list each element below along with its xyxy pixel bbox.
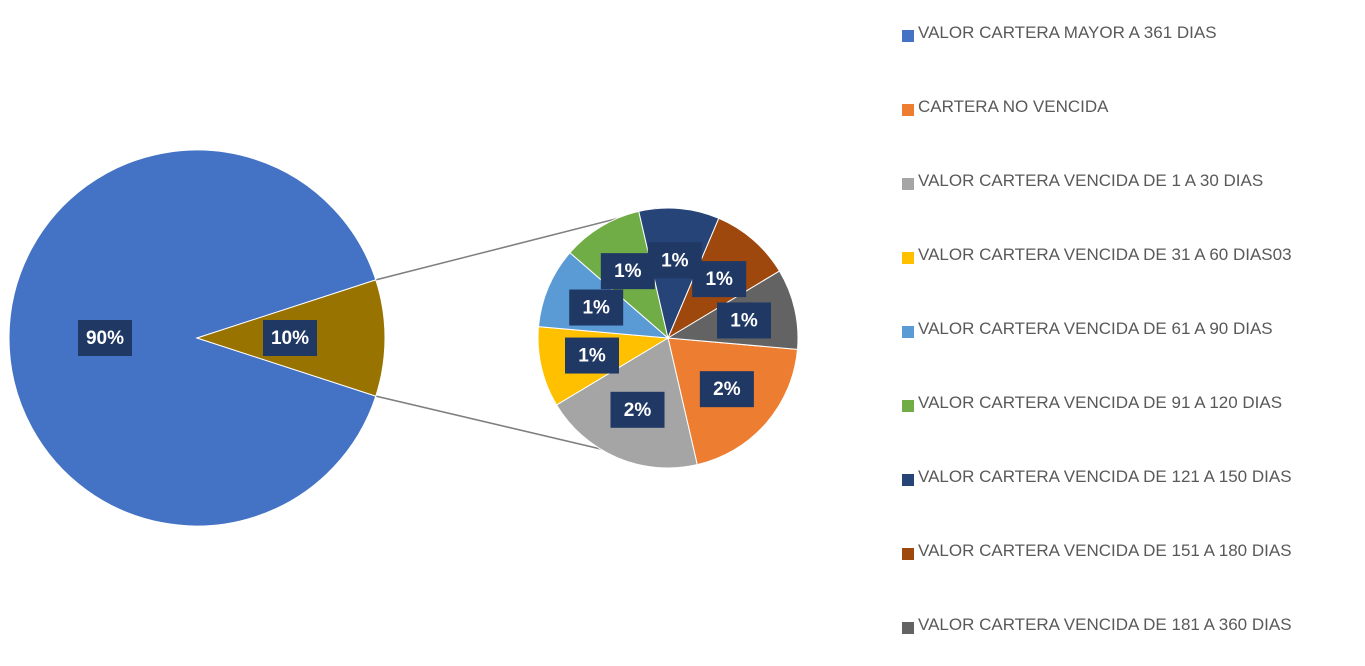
data-label-box [600,253,655,290]
legend-swatch [902,548,914,560]
data-label: 1% [730,310,758,331]
pie-slice [8,149,377,527]
legend-item: VALOR CARTERA VENCIDA DE 91 A 120 DIAS [902,393,1352,417]
data-label-box [263,320,317,356]
legend-label: VALOR CARTERA VENCIDA DE 61 A 90 DIAS [918,319,1273,338]
legend-label: VALOR CARTERA VENCIDA DE 181 A 360 DIAS [918,615,1292,634]
data-label-box [78,320,132,356]
legend-item: VALOR CARTERA VENCIDA DE 181 A 360 DIAS [902,615,1352,639]
data-label-box [692,261,747,298]
legend-item: VALOR CARTERA VENCIDA DE 61 A 90 DIAS [902,319,1352,343]
data-label: 1% [705,269,733,290]
legend-swatch [902,178,914,190]
data-label-box [699,371,754,408]
legend-item: VALOR CARTERA MAYOR A 361 DIAS [902,23,1352,47]
legend-swatch [902,104,914,116]
legend-label: VALOR CARTERA VENCIDA DE 31 A 60 DIAS03 [918,245,1292,264]
connector-line [375,207,657,281]
data-label: 1% [578,346,606,367]
legend-item: CARTERA NO VENCIDA [902,97,1352,121]
data-label: 2% [713,379,741,400]
legend-item: VALOR CARTERA VENCIDA DE 151 A 180 DIAS [902,541,1352,565]
legend-label: VALOR CARTERA VENCIDA DE 1 A 30 DIAS [918,171,1264,190]
data-label: 1% [661,250,689,271]
data-label: 1% [614,261,642,282]
data-label-box [717,302,772,339]
legend-item: VALOR CARTERA VENCIDA DE 121 A 150 DIAS [902,467,1352,491]
legend-swatch [902,474,914,486]
legend-swatch [902,30,914,42]
data-label: 10% [271,328,309,349]
legend-swatch [902,252,914,264]
legend-label: VALOR CARTERA VENCIDA DE 121 A 150 DIAS [918,467,1292,486]
legend-swatch [902,326,914,338]
data-label-box [569,289,624,326]
data-label-box [564,337,619,374]
plot: 90% 10%2%2%1%1%1%1%1%1% [8,149,799,527]
data-label: 1% [582,298,610,319]
legend-item: VALOR CARTERA VENCIDA DE 31 A 60 DIAS03 [902,245,1352,269]
legend-label: VALOR CARTERA MAYOR A 361 DIAS [918,23,1217,42]
legend-label: CARTERA NO VENCIDA [918,97,1109,116]
legend-swatch [902,400,914,412]
data-label-box [610,391,665,428]
legend-swatch [902,622,914,634]
legend-label: VALOR CARTERA VENCIDA DE 91 A 120 DIAS [918,393,1283,412]
data-label: 2% [624,400,652,421]
legend-item: VALOR CARTERA VENCIDA DE 1 A 30 DIAS [902,171,1352,195]
data-label: 90% [86,328,124,349]
legend-label: VALOR CARTERA VENCIDA DE 151 A 180 DIAS [918,541,1292,560]
